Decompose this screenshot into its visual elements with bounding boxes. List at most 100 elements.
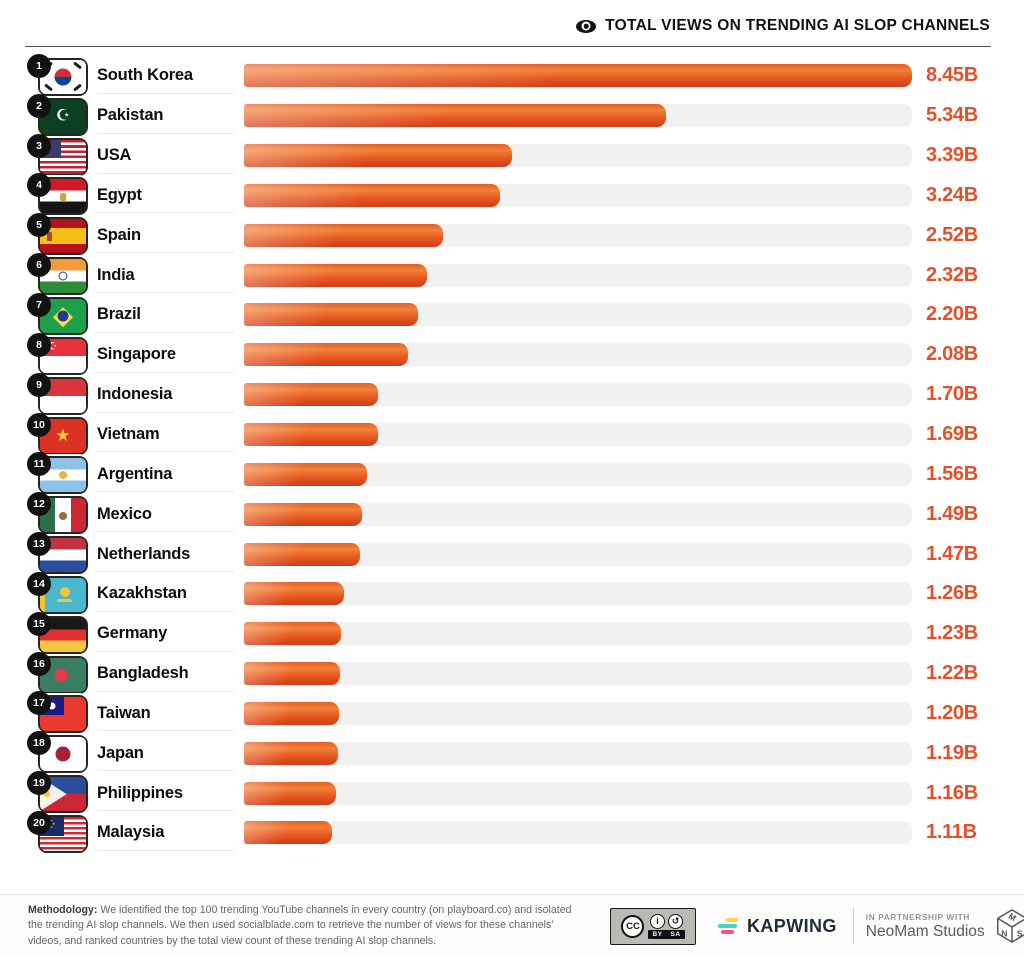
country-name: Mexico	[97, 494, 244, 534]
country-flag: 13	[27, 532, 88, 575]
country-row: 19 Philippines 1.16B	[0, 771, 1024, 814]
country-flag: 18	[27, 731, 88, 774]
flag-wrap: 2 ☪	[25, 93, 97, 136]
bar-fill	[244, 542, 361, 566]
bar-track	[244, 343, 912, 367]
bar-fill	[244, 701, 339, 725]
footer: Methodology: We identified the top 100 t…	[0, 894, 1024, 957]
country-name: Kazakhstan	[97, 574, 244, 614]
country-name: Philippines	[97, 773, 244, 813]
bar-fill	[244, 183, 501, 207]
flag-wrap: 3	[25, 133, 97, 176]
flag-wrap: 15	[25, 611, 97, 654]
rank-badge: 14	[27, 571, 51, 596]
bar-chart: 1 South Korea 8.45B 2 ☪ Pakistan 5.34B 3	[0, 53, 1024, 853]
country-row: 14 Kazakhstan 1.26B	[0, 571, 1024, 614]
bar-track	[244, 64, 912, 88]
value-label: 1.49B	[926, 502, 978, 525]
rank-badge: 7	[27, 292, 51, 317]
country-name: India	[97, 255, 244, 295]
country-name: Argentina	[97, 454, 244, 494]
rank-badge: 20	[27, 810, 51, 835]
country-name: South Korea	[97, 56, 244, 96]
country-row: 4 Egypt 3.24B	[0, 173, 1024, 216]
country-name: Taiwan	[97, 694, 244, 734]
rank-badge: 11	[27, 452, 51, 477]
cc-by-label: BY	[652, 930, 663, 938]
country-row: 6 India 2.32B	[0, 253, 1024, 296]
bar-fill	[244, 622, 342, 646]
eye-icon	[576, 19, 597, 33]
header-divider	[25, 46, 991, 47]
country-name: Singapore	[97, 335, 244, 375]
bar-fill	[244, 104, 667, 128]
country-flag: 8 ☪	[27, 332, 88, 375]
value-label: 1.70B	[926, 383, 978, 406]
bar-fill	[244, 303, 418, 327]
country-name: Brazil	[97, 295, 244, 335]
country-name: Malaysia	[97, 813, 244, 853]
flag-wrap: 6	[25, 253, 97, 296]
bar-fill	[244, 64, 912, 88]
kapwing-icon	[718, 917, 740, 935]
flag-wrap: 16	[25, 651, 97, 694]
cc-by-person-icon: i	[650, 913, 665, 929]
bar-fill	[244, 582, 344, 606]
value-label: 2.08B	[926, 343, 978, 366]
country-flag: 15	[27, 611, 88, 654]
value-label: 8.45B	[926, 64, 978, 87]
bar-fill	[244, 423, 378, 447]
rank-badge: 3	[27, 133, 51, 158]
value-label: 1.16B	[926, 781, 978, 804]
value-label: 2.52B	[926, 223, 978, 246]
rank-badge: 10	[27, 412, 51, 437]
partnership-line: IN PARTNERSHIP WITH	[865, 911, 971, 922]
rank-badge: 8	[27, 332, 51, 357]
value-label: 1.22B	[926, 662, 978, 685]
bar-track	[244, 741, 912, 765]
neomam-studios-name: NeoMam Studios	[865, 922, 985, 940]
bar-track	[244, 582, 912, 606]
flag-wrap: 18	[25, 731, 97, 774]
country-name: Germany	[97, 614, 244, 654]
footer-divider	[852, 908, 854, 944]
country-row: 2 ☪ Pakistan 5.34B	[0, 93, 1024, 136]
value-label: 5.34B	[926, 104, 978, 127]
value-label: 1.23B	[926, 622, 978, 645]
bar-track	[244, 502, 912, 526]
country-flag: 16	[27, 651, 88, 694]
rank-badge: 12	[27, 492, 51, 517]
rank-badge: 1	[27, 53, 51, 78]
kapwing-wordmark: KAPWING	[747, 915, 837, 936]
kapwing-logo: KAPWING	[718, 916, 837, 937]
country-flag: 17	[27, 691, 88, 734]
value-label: 1.56B	[926, 462, 978, 485]
bar-track	[244, 104, 912, 128]
neomam-cube-icon: M N S	[996, 909, 1024, 943]
bar-track	[244, 821, 912, 845]
country-name: USA	[97, 136, 244, 176]
country-name: Japan	[97, 733, 244, 773]
country-row: 17 Taiwan 1.20B	[0, 691, 1024, 734]
flag-wrap: 20 ☪	[25, 810, 97, 853]
rank-badge: 15	[27, 611, 51, 636]
bar-track	[244, 303, 912, 327]
country-row: 20 ☪ Malaysia 1.11B	[0, 810, 1024, 853]
country-flag: 9	[27, 372, 88, 415]
bar-track	[244, 462, 912, 486]
country-name: Spain	[97, 215, 244, 255]
country-flag: 3	[27, 133, 88, 176]
country-name: Netherlands	[97, 534, 244, 574]
bar-fill	[244, 223, 444, 247]
rank-badge: 17	[27, 691, 51, 716]
brazil-flag: ◆	[40, 298, 86, 333]
flag-wrap: 5	[25, 213, 97, 256]
value-label: 1.26B	[926, 582, 978, 605]
country-name: Bangladesh	[97, 654, 244, 694]
value-label: 1.11B	[926, 821, 977, 844]
country-row: 9 Indonesia 1.70B	[0, 372, 1024, 415]
country-row: 11 Argentina 1.56B	[0, 452, 1024, 495]
country-row: 1 South Korea 8.45B	[0, 53, 1024, 96]
flag-wrap: 12	[25, 492, 97, 535]
value-label: 3.39B	[926, 144, 978, 167]
